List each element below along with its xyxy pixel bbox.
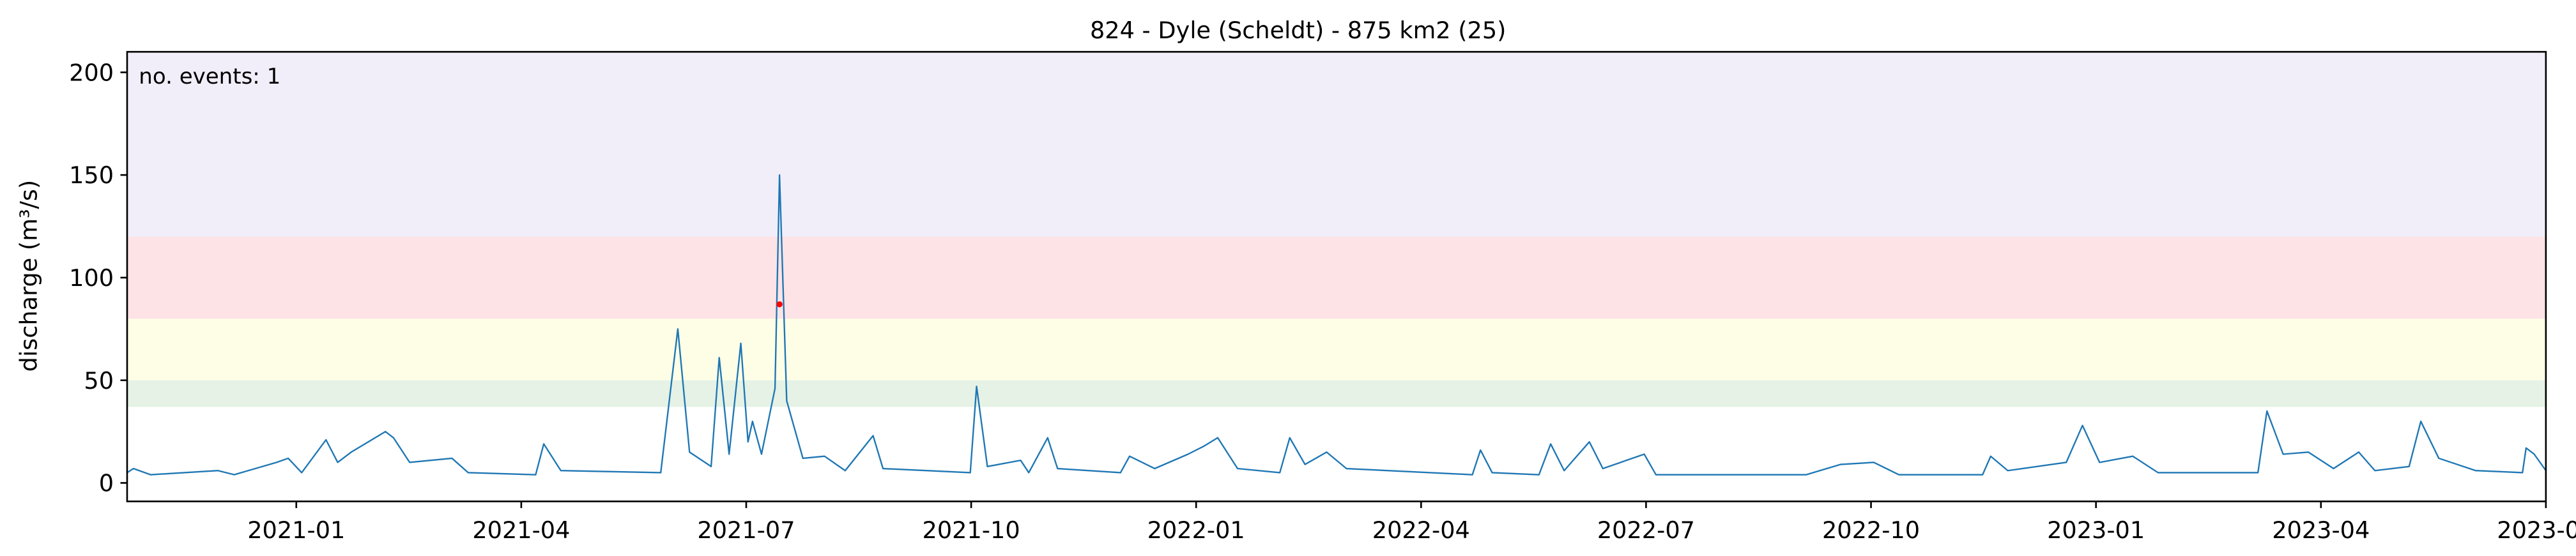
y-tick-label: 50 (84, 367, 114, 394)
x-tick-label: 2023-01 (2047, 516, 2145, 544)
chart-title: 824 - Dyle (Scheldt) - 875 km2 (25) (1090, 17, 1506, 44)
threshold-band (126, 52, 2546, 237)
x-tick-label: 2023-04 (2272, 516, 2370, 544)
threshold-band (126, 380, 2546, 407)
y-tick-label: 100 (69, 264, 114, 292)
x-tick-label: 2021-01 (247, 516, 345, 544)
y-axis-label: discharge (m³/s) (15, 180, 43, 372)
y-tick-label: 0 (99, 470, 114, 497)
threshold-band (126, 236, 2546, 319)
x-tick-label: 2022-07 (1597, 516, 1695, 544)
event-marker (776, 301, 783, 308)
x-tick-label: 2021-10 (923, 516, 1020, 544)
discharge-line (126, 174, 2547, 476)
annotation: no. events: 1 (139, 64, 280, 89)
x-tick-label: 2023-07 (2497, 516, 2576, 544)
y-tick-label: 150 (69, 162, 114, 189)
y-tick-label: 200 (69, 59, 114, 86)
x-tick-label: 2022-10 (1822, 516, 1920, 544)
x-tick-label: 2021-04 (472, 516, 570, 544)
plot-frame (126, 50, 2547, 502)
x-tick-label: 2021-07 (697, 516, 795, 544)
x-tick-label: 2022-04 (1372, 516, 1470, 544)
x-tick-label: 2022-01 (1147, 516, 1245, 544)
threshold-band (126, 319, 2546, 380)
